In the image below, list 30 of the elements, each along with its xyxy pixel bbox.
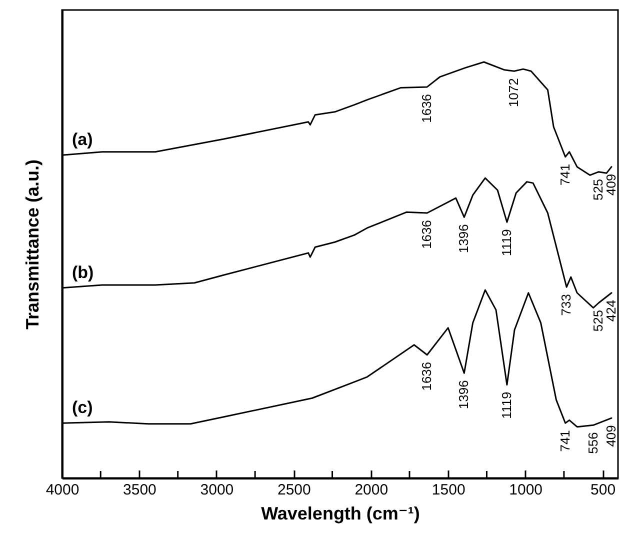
annotation: 1636	[419, 362, 434, 391]
x-tick-label: 3500	[123, 482, 156, 498]
annotation: 1396	[456, 380, 472, 410]
y-axis-title: Transmittance (a.u.)	[22, 159, 42, 330]
x-tick-label: 4000	[46, 482, 80, 498]
annotation: 525	[590, 178, 606, 201]
x-tick-label: 1500	[432, 482, 466, 498]
x-axis-title: Wavelength (cm⁻¹)	[261, 504, 420, 524]
annotation: 741	[557, 164, 572, 186]
annotation: 1396	[456, 224, 472, 254]
annotation: 1636	[419, 220, 434, 249]
annotation: 733	[558, 294, 574, 316]
series-label: (a)	[72, 130, 93, 150]
annotation: 556	[585, 432, 600, 454]
annotation: 525	[590, 310, 606, 332]
annotation: 1119	[498, 229, 514, 256]
annotation: 424	[604, 300, 619, 322]
series-label: (c)	[72, 398, 93, 418]
annotation: 409	[604, 174, 619, 196]
annotation: 1072	[506, 78, 522, 108]
x-tick-label: 2500	[277, 482, 311, 498]
x-tick-label: 500	[590, 482, 616, 498]
series-label: (b)	[72, 262, 94, 282]
annotation: 1636	[419, 94, 434, 123]
x-tick-label: 2000	[354, 482, 388, 498]
annotation: 409	[604, 425, 619, 447]
annotation: 1119	[498, 392, 514, 419]
x-tick-label: 3000	[200, 482, 234, 498]
x-tick-label: 1000	[509, 482, 543, 498]
annotation: 741	[557, 430, 572, 452]
